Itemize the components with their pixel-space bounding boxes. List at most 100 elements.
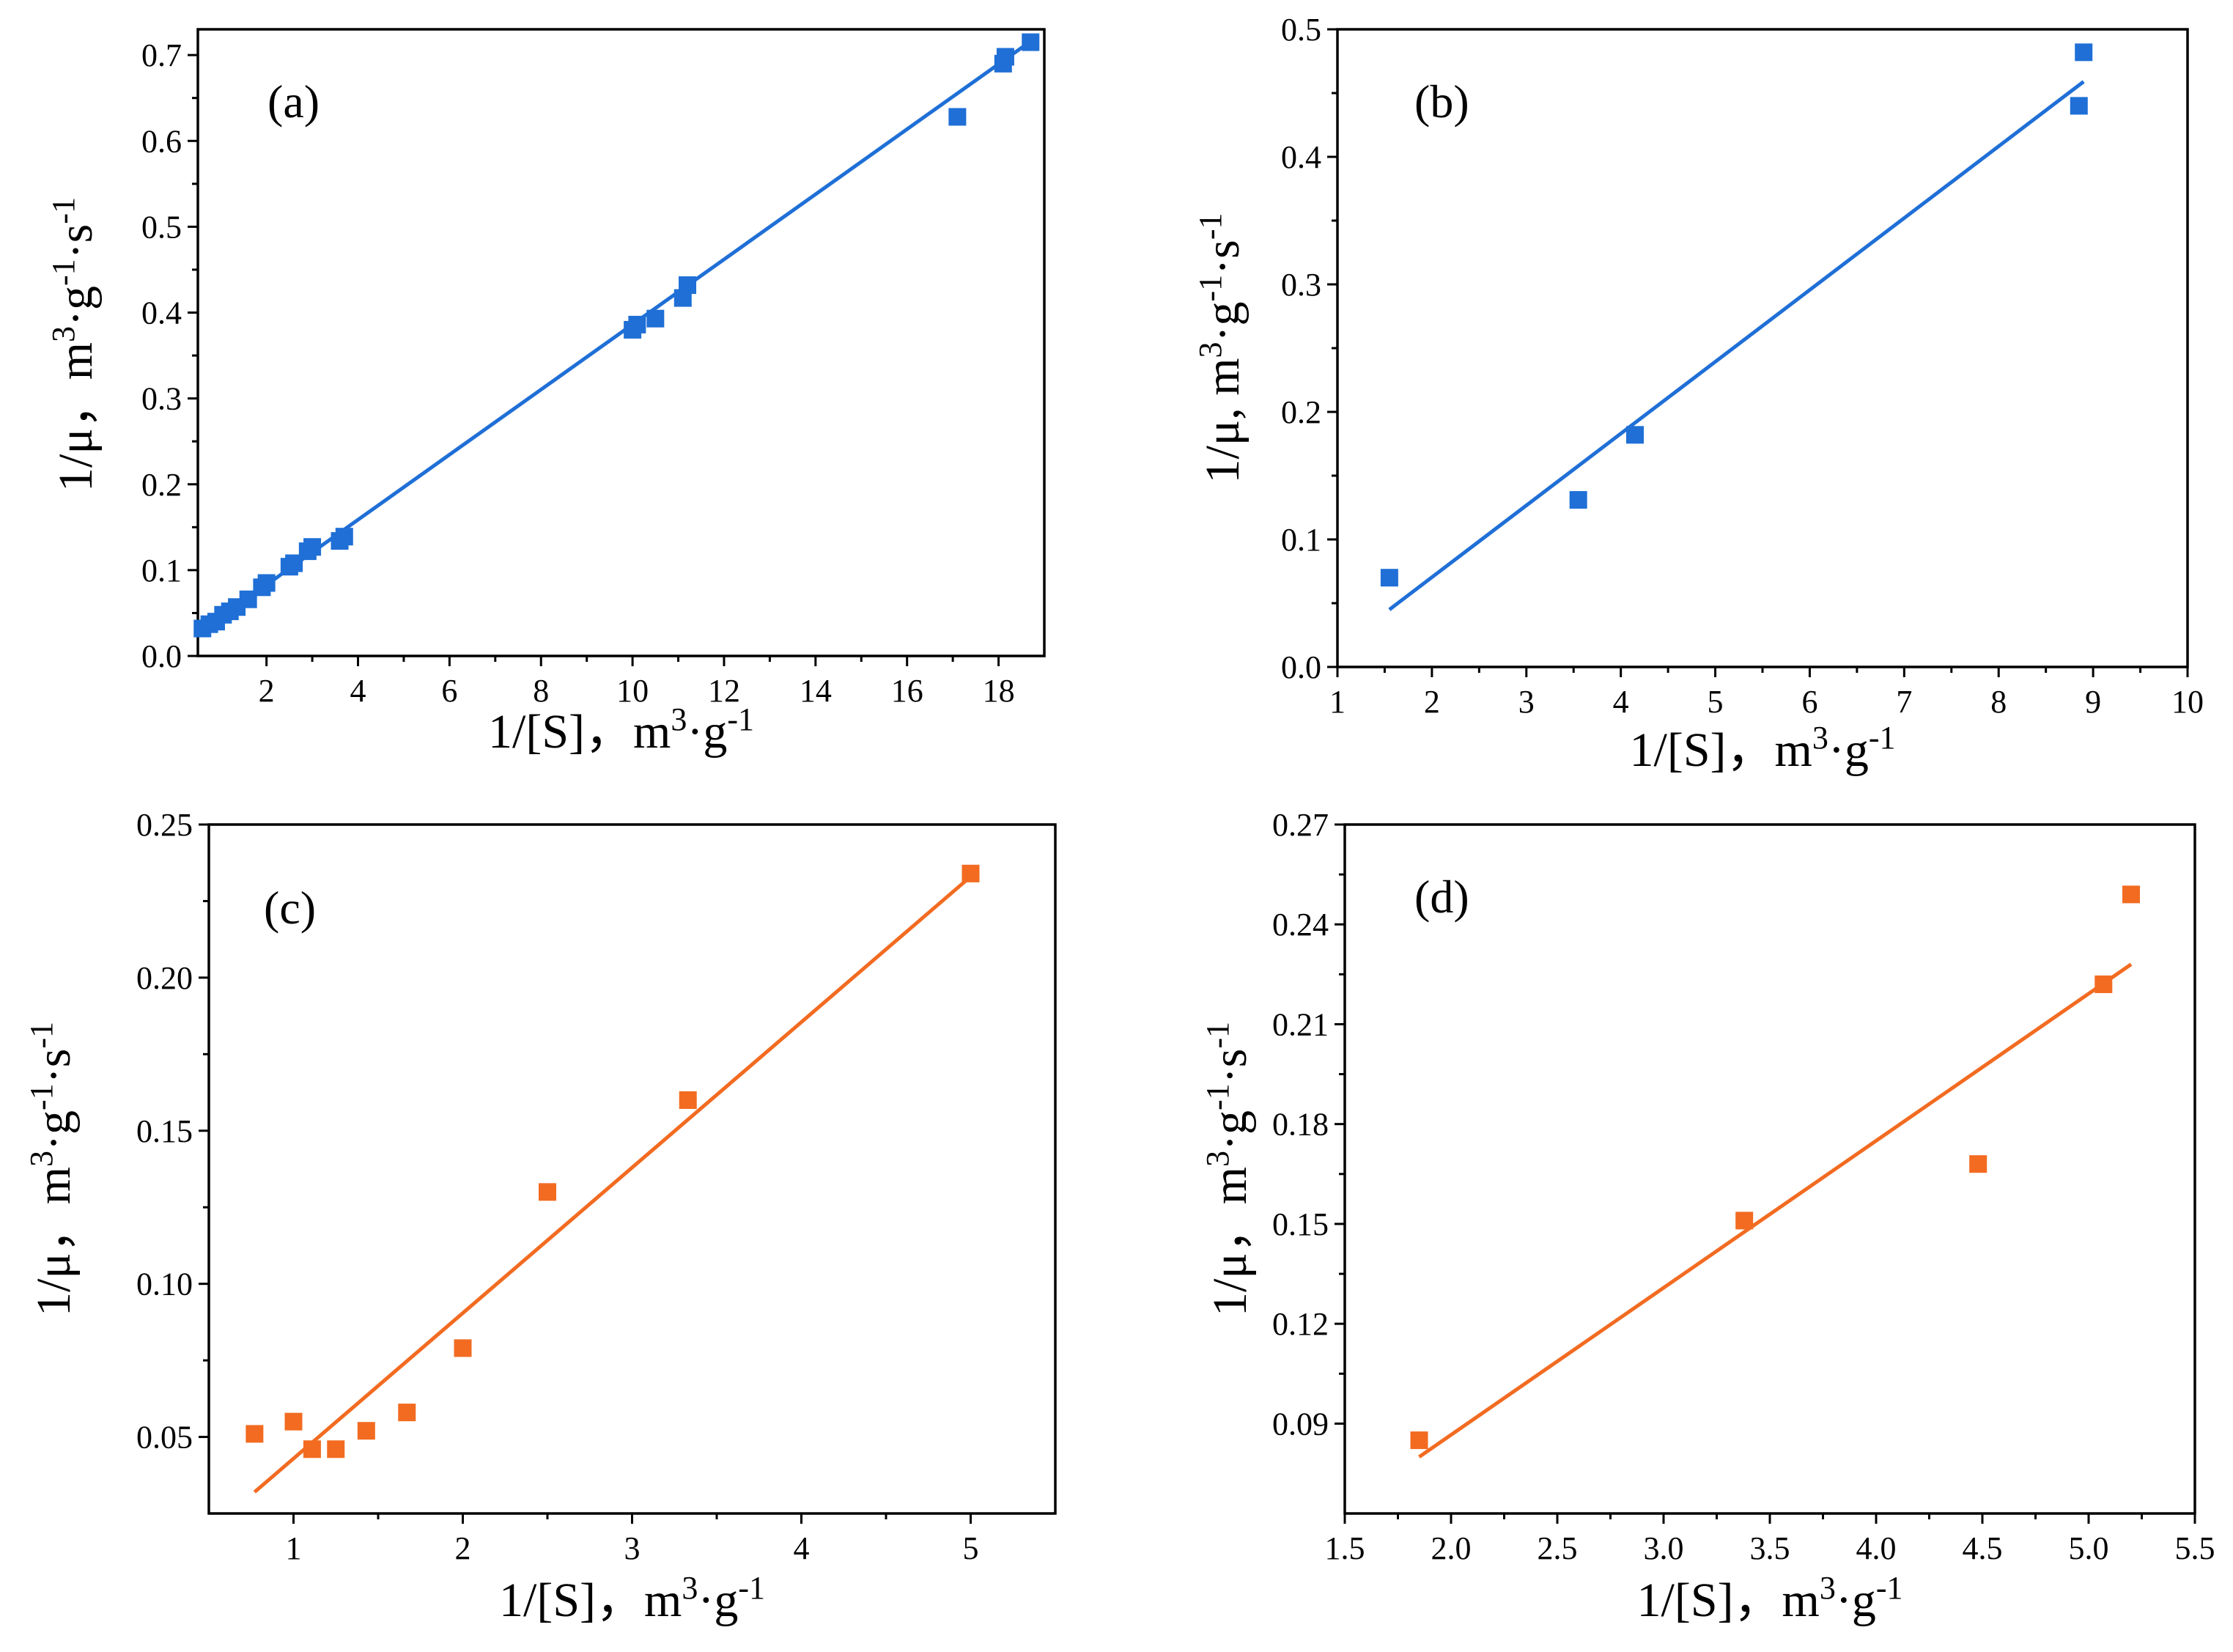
data-point — [1380, 569, 1398, 587]
x-tick-label: 1 — [1329, 684, 1346, 720]
data-point — [357, 1422, 375, 1440]
x-tick-label: 9 — [2085, 684, 2101, 720]
x-tick-label: 3.0 — [1644, 1530, 1684, 1566]
fit-line — [196, 40, 1032, 635]
data-point — [679, 1091, 697, 1109]
x-tick-label: 8 — [1990, 684, 2007, 720]
data-point — [948, 108, 967, 126]
x-tick-label: 1 — [286, 1530, 302, 1566]
y-tick-label: 0.1 — [1281, 522, 1321, 558]
plot-frame — [196, 28, 1046, 657]
data-point — [646, 309, 665, 328]
fit-line — [253, 875, 972, 1494]
y-tick-label: 0.24 — [1272, 907, 1329, 943]
data-point — [454, 1339, 472, 1357]
data-point — [303, 1440, 321, 1459]
y-tick-label: 0.7 — [141, 37, 182, 73]
x-tick-label: 2.5 — [1538, 1530, 1578, 1566]
data-point — [398, 1404, 416, 1422]
data-point — [2075, 43, 2093, 62]
x-tick-label: 12 — [708, 673, 740, 709]
y-axis-title: 1/μ，m3·g-1·s-1 — [1200, 1022, 1258, 1316]
data-point — [257, 574, 276, 592]
data-point — [303, 538, 322, 556]
y-tick-label: 0.6 — [141, 123, 182, 159]
y-tick-label: 0.0 — [141, 638, 182, 674]
data-point — [679, 276, 697, 295]
y-tick-label: 0.09 — [1272, 1406, 1329, 1442]
data-point — [962, 864, 980, 882]
data-point — [539, 1183, 556, 1201]
y-tick-label: 0.0 — [1281, 649, 1321, 685]
y-tick-label: 0.4 — [1281, 139, 1321, 175]
y-axis-title: 1/μ, m3·g-1·s-1 — [1192, 213, 1250, 483]
x-tick-label: 2.0 — [1431, 1530, 1472, 1566]
x-tick-label: 5.0 — [2069, 1530, 2109, 1566]
x-tick-label: 7 — [1896, 684, 1912, 720]
x-tick-label: 4 — [350, 673, 366, 709]
y-tick-label: 0.2 — [1281, 394, 1321, 430]
x-tick-label: 14 — [800, 673, 832, 709]
x-axis-title: 1/[S]，m3·g-1 — [488, 701, 754, 759]
fit-line — [1388, 80, 2085, 611]
y-tick-label: 0.5 — [141, 209, 182, 245]
y-tick-label: 0.12 — [1272, 1306, 1329, 1342]
x-tick-label: 8 — [533, 673, 549, 709]
y-tick-label: 0.1 — [141, 553, 182, 589]
panel-label: (c) — [264, 882, 316, 934]
y-tick-label: 0.20 — [136, 960, 193, 996]
y-tick-label: 0.3 — [1281, 267, 1321, 303]
y-tick-label: 0.2 — [141, 467, 182, 503]
x-axis-title: 1/[S]，m3·g-1 — [1637, 1570, 1903, 1628]
data-point — [1022, 33, 1040, 51]
x-tick-label: 5 — [1708, 684, 1724, 720]
x-tick-label: 4.5 — [1963, 1530, 2003, 1566]
x-tick-label: 2 — [1424, 684, 1440, 720]
y-tick-label: 0.18 — [1272, 1107, 1329, 1143]
data-point — [1410, 1431, 1428, 1450]
data-point — [1969, 1155, 1987, 1173]
x-tick-label: 6 — [441, 673, 457, 709]
data-point — [2070, 97, 2088, 115]
data-point — [1626, 426, 1644, 444]
x-tick-label: 5.5 — [2175, 1530, 2215, 1566]
data-point — [2094, 975, 2113, 993]
y-tick-label: 0.4 — [141, 295, 182, 331]
y-axis-title: 1/μ，m3·g-1·s-1 — [45, 197, 103, 492]
panel-c: 1 2 3 4 5 0.05 0.10 0.15 0.20 0.25 (c) 1/[S]，m3·g-1… — [23, 807, 1057, 1628]
data-point — [628, 315, 646, 333]
x-tick-label: 2 — [455, 1530, 471, 1566]
y-tick-label: 0.5 — [1281, 12, 1321, 48]
x-tick-label: 10 — [616, 673, 649, 709]
y-tick-label: 0.05 — [136, 1420, 193, 1456]
x-tick-label: 4.0 — [1856, 1530, 1897, 1566]
x-tick-label: 2 — [259, 673, 275, 709]
x-tick-label: 6 — [1801, 684, 1817, 720]
plot-frame — [1343, 823, 2196, 1515]
panel-label: (b) — [1414, 75, 1469, 128]
x-tick-label: 3 — [624, 1530, 641, 1566]
x-axis-title: 1/[S]，m3·g-1 — [1630, 720, 1896, 778]
data-point — [1735, 1212, 1754, 1230]
y-axis-title: 1/μ，m3·g-1·s-1 — [23, 1022, 81, 1316]
panel-label: (a) — [267, 75, 320, 128]
fit-line — [1418, 962, 2133, 1459]
y-tick-label: 0.25 — [136, 807, 193, 843]
data-point — [996, 48, 1014, 66]
data-point — [246, 1425, 264, 1443]
x-tick-label: 16 — [891, 673, 923, 709]
y-tick-label: 0.15 — [1272, 1206, 1329, 1242]
y-tick-label: 0.21 — [1272, 1006, 1329, 1042]
data-point — [2122, 885, 2140, 904]
data-point — [327, 1440, 345, 1459]
x-tick-label: 3.5 — [1750, 1530, 1790, 1566]
panel-d: 1.5 2.0 2.5 3.0 3.5 4.0 4.5 5.0 5.5 0.09 0.12 0.15 0… — [1200, 807, 2215, 1627]
x-axis-title: 1/[S]，m3·g-1 — [499, 1570, 765, 1628]
panel-b: 1 2 3 4 5 6 7 8 9 10 0.0 0.1 0.2 0.3 0.4 0.5 (b) 1/[S]，m3… — [1192, 12, 2204, 777]
data-point — [284, 1412, 303, 1431]
y-tick-label: 0.27 — [1272, 807, 1329, 843]
y-tick-label: 0.15 — [136, 1113, 193, 1149]
panel-a: 2 4 6 8 10 12 14 16 18 0.0 0.1 0.2 0.3 0.4 0.5 0.6 0.7 (a… — [45, 28, 1046, 759]
x-tick-label: 4 — [794, 1530, 810, 1566]
